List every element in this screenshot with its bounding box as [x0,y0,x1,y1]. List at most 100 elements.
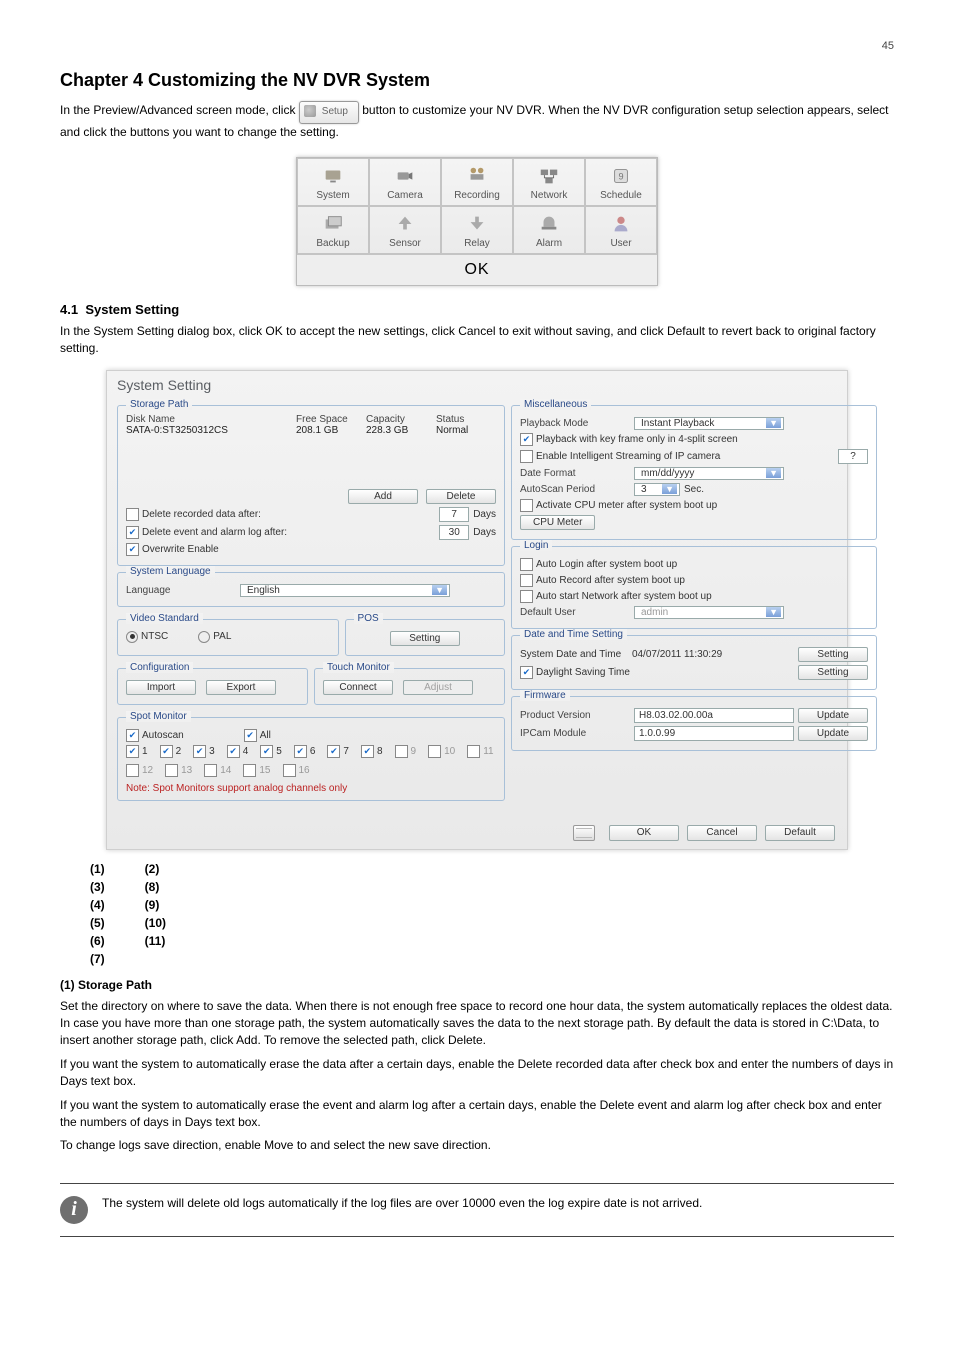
keyboard-icon[interactable] [573,825,595,841]
spot-label: 6 [310,746,316,757]
section-intro: In the System Setting dialog box, click … [60,323,894,358]
overwrite-label: Overwrite Enable [142,544,219,555]
menu-schedule[interactable]: 9Schedule [585,158,657,206]
feature-1-body2: If you want the system to automatically … [60,1056,894,1091]
menu-backup[interactable]: Backup [297,206,369,254]
overwrite-checkbox[interactable]: Overwrite Enable [126,543,219,556]
auto-login-checkbox[interactable]: Auto Login after system boot up [520,558,677,571]
menu-sensor[interactable]: Sensor [369,206,441,254]
autoscan-checkbox[interactable]: Autoscan [126,729,184,742]
menu-user-label: User [610,238,631,249]
misc-group: Miscellaneous Playback ModeInstant Playb… [511,405,877,540]
callout: (9) [145,898,166,912]
spot-cb-7[interactable]: 7 [327,745,349,758]
touch-legend: Touch Monitor [323,662,394,673]
delete-button[interactable]: Delete [426,489,496,504]
spot-label: 16 [299,765,310,776]
menu-relay[interactable]: Relay [441,206,513,254]
auto-network-checkbox[interactable]: Auto start Network after system boot up [520,590,712,603]
autoscan-period-select[interactable]: 3▼ [634,483,680,496]
auto-login-label: Auto Login after system boot up [536,559,677,570]
storage-legend: Storage Path [126,399,192,410]
spot-cb-8[interactable]: 8 [361,745,383,758]
menu-alarm[interactable]: Alarm [513,206,585,254]
spot-label: 14 [220,765,231,776]
keyframe-checkbox[interactable]: Playback with key frame only in 4-split … [520,433,738,446]
auto-record-checkbox[interactable]: Auto Record after system boot up [520,574,685,587]
menu-network[interactable]: Network [513,158,585,206]
menu-user[interactable]: User [585,206,657,254]
delete-recorded-days[interactable]: 7 [439,507,469,522]
playback-mode-select[interactable]: Instant Playback▼ [634,417,784,430]
auto-network-label: Auto start Network after system boot up [536,591,712,602]
delete-recorded-checkbox[interactable]: Delete recorded data after: [126,508,261,521]
section-number: 4.1 [60,302,78,317]
spot-cb-5[interactable]: 5 [260,745,282,758]
spot-cb-14: 14 [204,764,231,777]
spot-label: 15 [259,765,270,776]
cancel-button[interactable]: Cancel [687,825,757,841]
spot-cb-2[interactable]: 2 [160,745,182,758]
setup-menu-panel: System Camera Recording Network 9Schedul… [296,157,658,286]
ok-button[interactable]: OK [609,825,679,841]
spot-cb-10: 10 [428,745,455,758]
autoscan-label: Autoscan [142,730,184,741]
chevron-down-icon: ▼ [662,484,677,494]
spot-note: Note: Spot Monitors support analog chann… [126,783,496,794]
spot-legend: Spot Monitor [126,711,191,722]
menu-schedule-label: Schedule [600,190,642,201]
callout: (1) [90,862,105,876]
export-button[interactable]: Export [206,680,276,695]
import-button[interactable]: Import [126,680,196,695]
menu-network-label: Network [531,190,568,201]
spot-cb-9: 9 [395,745,417,758]
delete-event-checkbox[interactable]: Delete event and alarm log after: [126,526,287,539]
dst-label: Daylight Saving Time [536,667,630,678]
dst-setting-button[interactable]: Setting [798,665,868,680]
chevron-down-icon: ▼ [766,418,781,428]
intel-stream-label: Enable Intelligent Streaming of IP camer… [536,451,720,462]
menu-ok-button[interactable]: OK [297,255,657,285]
ipcam-update-button[interactable]: Update [798,726,868,741]
menu-system[interactable]: System [297,158,369,206]
menu-recording[interactable]: Recording [441,158,513,206]
fw-update-button[interactable]: Update [798,708,868,723]
connect-button[interactable]: Connect [323,680,393,695]
intel-stream-checkbox[interactable]: Enable Intelligent Streaming of IP camer… [520,450,720,463]
delete-event-days[interactable]: 30 [439,525,469,540]
cpu-meter-button[interactable]: CPU Meter [520,515,595,530]
pal-radio[interactable]: PAL [198,631,231,643]
spot-cb-6[interactable]: 6 [294,745,316,758]
callout: (7) [90,952,105,966]
default-user-value: admin [641,607,668,618]
cell-status: Normal [436,425,496,436]
spot-cb-4[interactable]: 4 [227,745,249,758]
cpu-meter-checkbox[interactable]: Activate CPU meter after system boot up [520,499,717,512]
pos-setting-button[interactable]: Setting [390,631,460,646]
info-text: The system will delete old logs automati… [102,1196,702,1210]
menu-recording-label: Recording [454,190,500,201]
dt-setting-button[interactable]: Setting [798,647,868,662]
spot-label: 11 [483,746,493,757]
spot-cb-16: 16 [283,764,310,777]
menu-camera[interactable]: Camera [369,158,441,206]
keyframe-label: Playback with key frame only in 4-split … [536,434,738,445]
ntsc-radio[interactable]: NTSC [126,631,168,643]
sys-dt-value: 04/07/2011 11:30:29 [632,649,722,660]
chevron-down-icon: ▼ [766,468,781,478]
dst-checkbox[interactable]: Daylight Saving Time [520,666,630,679]
feature-1-body3: If you want the system to automatically … [60,1097,894,1132]
spot-label: 8 [377,746,383,757]
language-group: System Language LanguageEnglish▼ [117,572,505,607]
language-select[interactable]: English▼ [240,584,450,597]
add-button[interactable]: Add [348,489,418,504]
help-button[interactable]: ? [838,449,868,464]
spot-cb-1[interactable]: 1 [126,745,148,758]
product-version-value: H8.03.02.00.00a [634,708,794,723]
date-format-select[interactable]: mm/dd/yyyy▼ [634,467,784,480]
default-button[interactable]: Default [765,825,835,841]
callout: (6) [90,934,105,948]
spot-cb-3[interactable]: 3 [193,745,215,758]
all-checkbox[interactable]: All [244,729,271,742]
default-user-select[interactable]: admin▼ [634,606,784,619]
